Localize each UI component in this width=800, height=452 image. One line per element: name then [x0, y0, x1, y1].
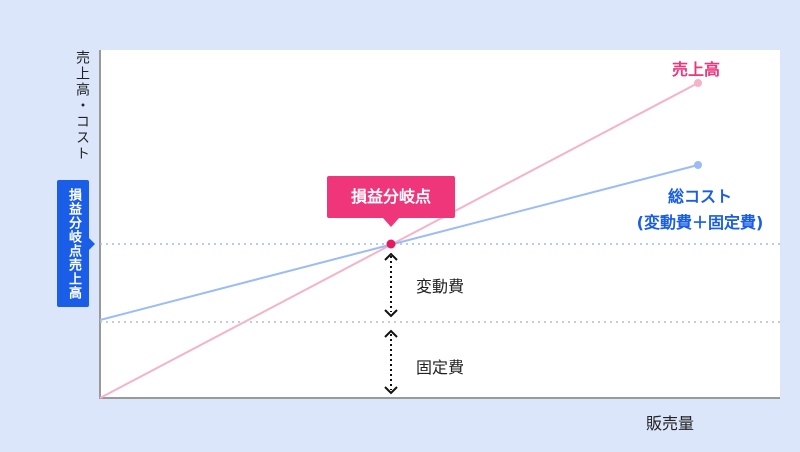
fixed-cost-label: 固定費	[416, 358, 465, 377]
break-even-sales-tag: 損益分岐点売上高	[57, 180, 95, 307]
x-axis-label: 販売量	[646, 414, 695, 433]
sales-line-label: 売上高	[672, 60, 721, 79]
break-even-callout: 損益分岐点	[327, 176, 455, 227]
total-cost-line-end	[694, 161, 702, 169]
total-cost-label: 総コスト (変動費＋固定費)	[620, 184, 780, 236]
variable-cost-arrow	[384, 252, 398, 318]
fixed-cost-arrow	[384, 329, 398, 395]
break-even-point	[386, 239, 396, 249]
plot-area	[100, 50, 780, 398]
sales-line-end	[694, 79, 702, 87]
sales-line	[99, 82, 699, 399]
total-cost-label-line1: 総コスト	[667, 187, 732, 206]
total-cost-line	[99, 164, 699, 321]
y-axis-label: 売上高・コスト	[74, 50, 90, 162]
total-cost-label-line2: (変動費＋固定費)	[636, 213, 764, 232]
variable-cost-label: 変動費	[416, 277, 465, 296]
